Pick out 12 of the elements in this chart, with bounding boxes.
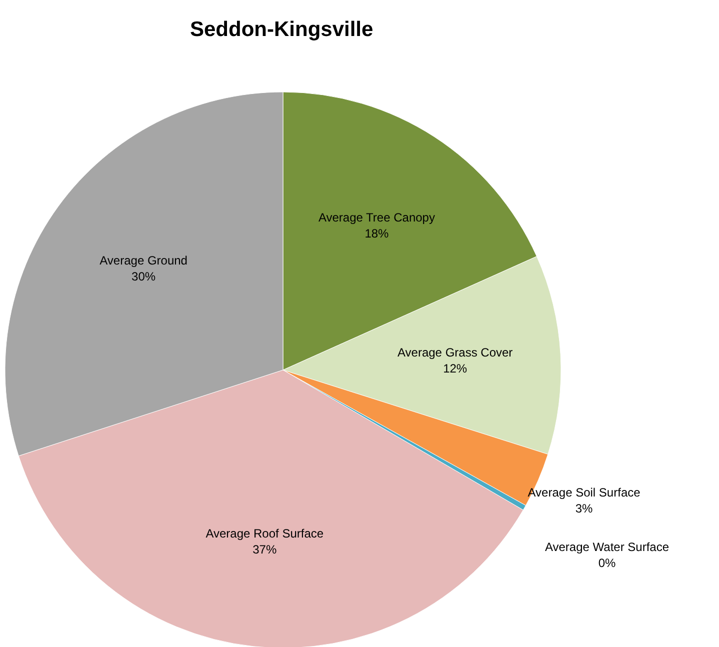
data-label: 0% xyxy=(598,556,616,570)
data-label: 30% xyxy=(132,270,156,284)
slice-label: Average Grass Cover xyxy=(398,345,513,360)
data-label: 18% xyxy=(364,226,390,240)
slice-label: Average Water Surface xyxy=(544,540,670,554)
data-label: 3% xyxy=(575,501,594,516)
data-label: 37% xyxy=(252,542,277,556)
slice-label: Average Ground xyxy=(100,254,188,268)
data-label: 12% xyxy=(443,361,468,376)
slice-label: Average Tree Canopy xyxy=(318,210,435,224)
chart-title: Seddon-Kingsville xyxy=(190,18,374,41)
slice-label: Average Roof Surface xyxy=(206,526,324,540)
